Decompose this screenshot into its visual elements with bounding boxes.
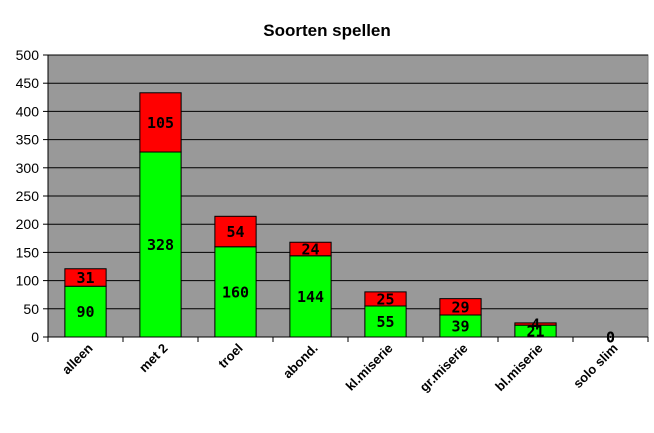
data-label: 55: [376, 313, 394, 331]
y-tick-label: 350: [16, 132, 40, 148]
x-axis: alleen met 2 troel abond. kl.miserie gr.miser…: [47, 336, 649, 395]
bar-segment: [364, 291, 407, 307]
x-tick-label: gr.miserie: [417, 341, 471, 395]
x-tick-label: solo slim: [570, 341, 620, 391]
y-tick-label: 100: [16, 273, 40, 289]
data-label: 160: [222, 283, 249, 301]
y-tick-label: 450: [16, 75, 40, 91]
bar-segment: [289, 241, 332, 257]
chart-title: Soorten spellen: [263, 21, 391, 40]
data-label: 29: [451, 298, 469, 316]
bar-segment: [139, 92, 182, 153]
y-axis: 0 50 100 150 200 250 300 350 400 450 500: [16, 47, 49, 345]
bar-segment: [214, 215, 257, 248]
y-tick-label: 300: [16, 160, 40, 176]
data-label: 90: [76, 303, 94, 321]
y-tick-label: 500: [16, 47, 40, 63]
bar-segment: [289, 255, 332, 338]
bar-segment: [364, 305, 407, 338]
data-label: 25: [376, 290, 394, 308]
data-label: 4: [531, 316, 540, 334]
data-label: 24: [301, 241, 319, 259]
data-label: 328: [147, 236, 174, 254]
data-label: 39: [451, 318, 469, 336]
x-tick-label: abond.: [280, 341, 321, 382]
data-label: 144: [297, 288, 324, 306]
x-tick-label: kl.miserie: [343, 341, 396, 394]
y-tick-label: 50: [23, 301, 39, 317]
x-tick-label: met 2: [136, 341, 171, 376]
x-tick-label: bl.miserie: [492, 341, 546, 395]
bar-segment: [64, 268, 107, 287]
bar-segment: [439, 298, 482, 316]
data-label: 31: [76, 269, 94, 287]
y-tick-label: 150: [16, 244, 40, 260]
y-tick-label: 0: [31, 329, 39, 345]
y-tick-label: 200: [16, 216, 40, 232]
x-tick-label: troel: [215, 341, 246, 372]
bar-segment: [214, 246, 257, 338]
y-tick-label: 400: [16, 103, 40, 119]
data-label: 54: [226, 223, 244, 241]
data-label: 105: [147, 114, 174, 132]
x-tick-label: alleen: [59, 340, 96, 377]
bar-segment: [514, 322, 557, 326]
y-tick-label: 250: [16, 188, 40, 204]
data-label: 21: [526, 323, 544, 341]
